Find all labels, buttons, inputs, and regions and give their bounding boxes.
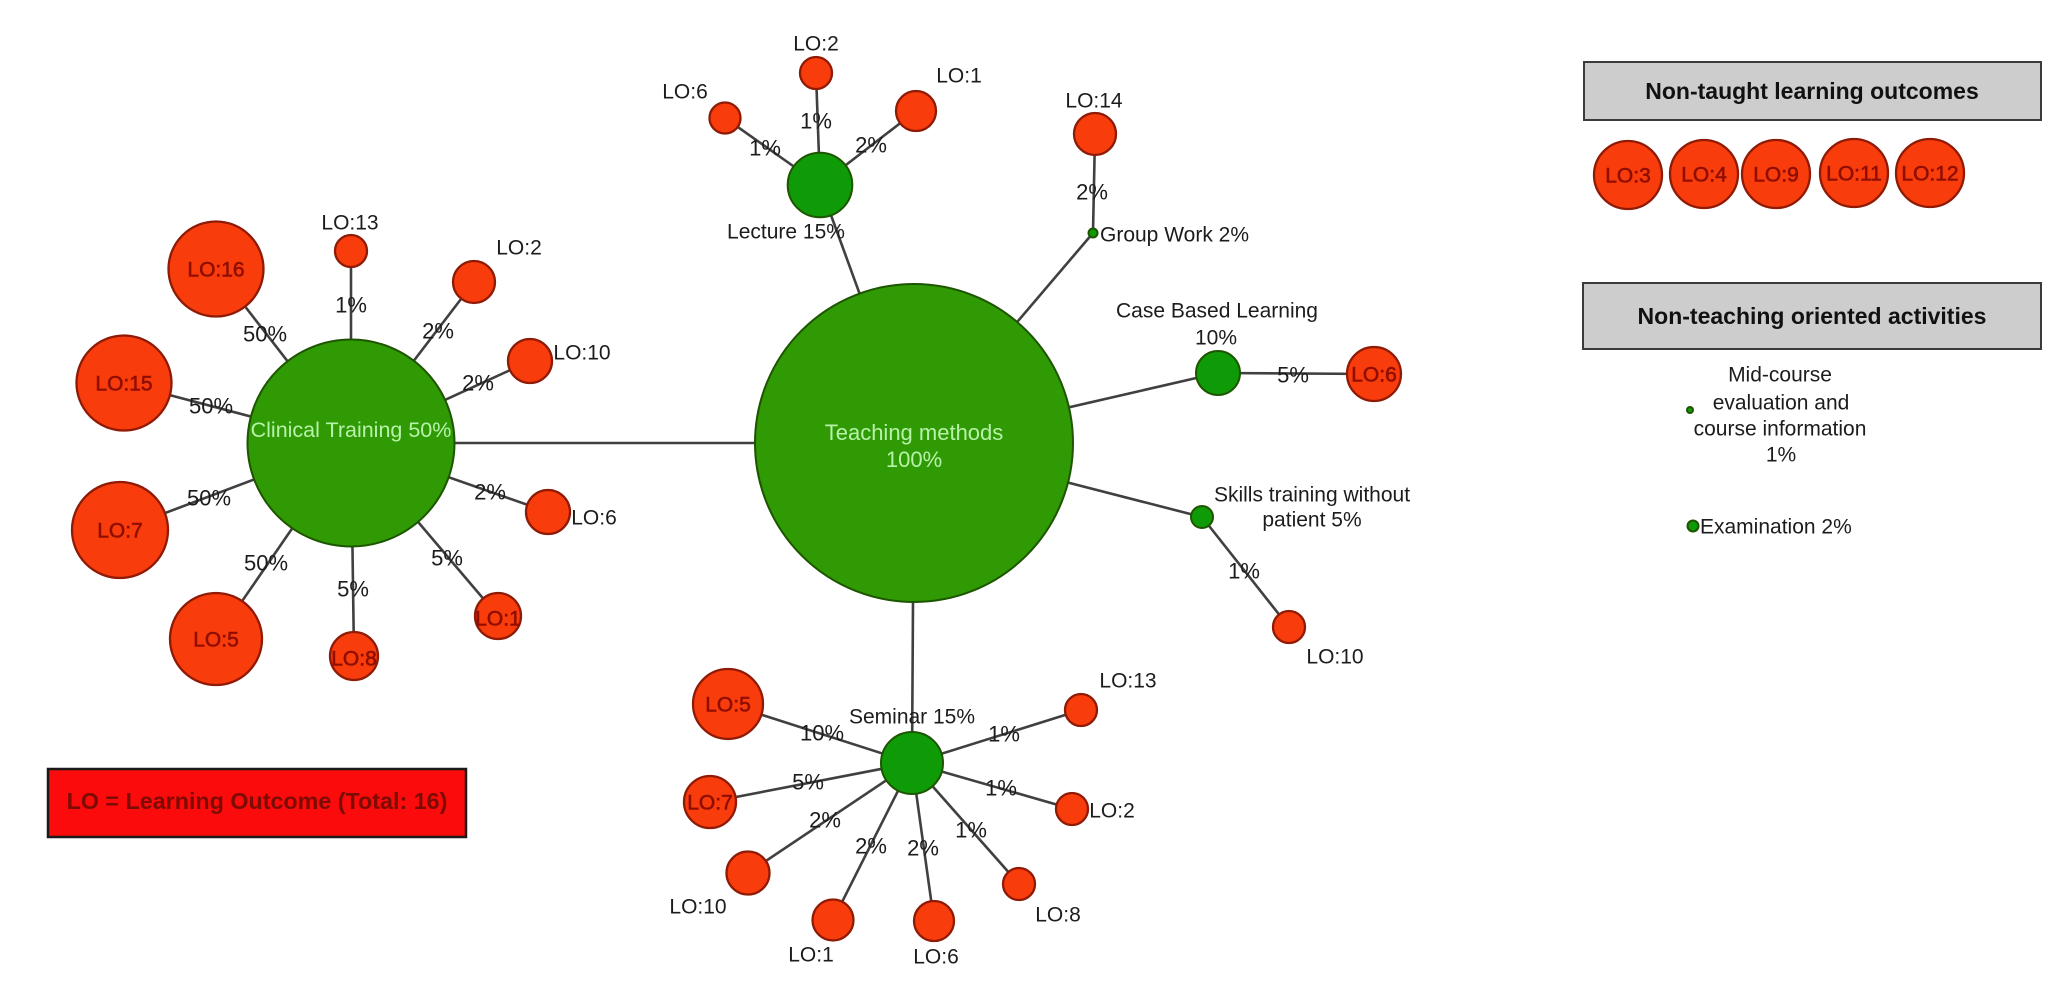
svg-text:10%: 10%	[800, 721, 844, 746]
svg-text:2%: 2%	[422, 319, 454, 344]
svg-text:LO:5: LO:5	[193, 629, 239, 652]
svg-text:50%: 50%	[189, 394, 233, 419]
svg-text:LO:13: LO:13	[321, 212, 378, 235]
svg-text:50%: 50%	[187, 486, 231, 511]
svg-text:Clinical Training 50%: Clinical Training 50%	[251, 418, 452, 442]
svg-text:LO:4: LO:4	[1681, 164, 1727, 187]
svg-text:LO:6: LO:6	[571, 507, 617, 530]
svg-text:LO:16: LO:16	[187, 259, 244, 282]
svg-text:LO:8: LO:8	[1035, 904, 1081, 927]
svg-text:LO:2: LO:2	[496, 237, 542, 260]
svg-text:1%: 1%	[955, 818, 987, 843]
svg-text:LO:11: LO:11	[1826, 163, 1882, 186]
svg-text:LO:13: LO:13	[1099, 670, 1156, 693]
svg-text:Mid-course: Mid-course	[1728, 364, 1832, 387]
svg-text:1%: 1%	[1766, 444, 1796, 467]
svg-text:2%: 2%	[474, 480, 506, 505]
svg-text:LO:1: LO:1	[936, 65, 982, 88]
svg-text:LO:3: LO:3	[1605, 165, 1651, 188]
svg-text:LO:10: LO:10	[1306, 646, 1363, 669]
svg-text:LO:10: LO:10	[553, 342, 610, 365]
svg-text:course information: course information	[1694, 418, 1867, 441]
svg-text:LO:1: LO:1	[475, 608, 521, 631]
svg-text:5%: 5%	[792, 770, 824, 795]
svg-text:LO:10: LO:10	[669, 896, 726, 919]
svg-text:LO:12: LO:12	[1901, 163, 1958, 186]
svg-text:LO:6: LO:6	[1351, 364, 1397, 387]
svg-text:LO:5: LO:5	[705, 694, 751, 717]
svg-text:50%: 50%	[243, 322, 287, 347]
svg-text:Lecture 15%: Lecture 15%	[727, 221, 845, 244]
svg-text:1%: 1%	[800, 109, 832, 134]
svg-text:LO:9: LO:9	[1753, 164, 1799, 187]
svg-text:evaluation and: evaluation and	[1713, 392, 1850, 415]
svg-text:Case Based Learning: Case Based Learning	[1116, 300, 1318, 323]
svg-text:LO:2: LO:2	[1089, 800, 1135, 823]
svg-text:LO:6: LO:6	[913, 946, 959, 969]
svg-text:100%: 100%	[886, 447, 942, 472]
svg-text:Non-taught learning outcomes: Non-taught learning outcomes	[1645, 78, 1979, 104]
svg-text:2%: 2%	[462, 371, 494, 396]
svg-text:LO:15: LO:15	[95, 373, 152, 396]
svg-text:LO = Learning Outcome (Total:: LO = Learning Outcome (Total: 16)	[67, 788, 448, 814]
svg-text:Non-teaching oriented activiti: Non-teaching oriented activities	[1638, 303, 1987, 329]
svg-text:5%: 5%	[431, 546, 463, 571]
svg-text:1%: 1%	[985, 776, 1017, 801]
svg-text:1%: 1%	[988, 722, 1020, 747]
svg-text:patient 5%: patient 5%	[1262, 509, 1361, 532]
svg-text:1%: 1%	[335, 293, 367, 318]
svg-text:Seminar 15%: Seminar 15%	[849, 706, 975, 729]
svg-text:1%: 1%	[1228, 559, 1260, 584]
svg-text:LO:1: LO:1	[788, 944, 834, 967]
svg-text:5%: 5%	[337, 577, 369, 602]
svg-text:2%: 2%	[809, 808, 841, 833]
svg-text:LO:7: LO:7	[687, 792, 733, 815]
svg-text:LO:8: LO:8	[331, 648, 377, 671]
svg-text:LO:6: LO:6	[662, 81, 708, 104]
svg-text:Examination 2%: Examination 2%	[1700, 516, 1852, 539]
svg-text:10%: 10%	[1195, 327, 1237, 350]
svg-text:LO:14: LO:14	[1065, 90, 1123, 113]
svg-text:50%: 50%	[244, 551, 288, 576]
svg-text:Skills training without: Skills training without	[1214, 484, 1410, 507]
svg-text:Group Work 2%: Group Work 2%	[1100, 224, 1249, 247]
svg-text:2%: 2%	[907, 836, 939, 861]
svg-text:5%: 5%	[1277, 363, 1309, 388]
svg-text:2%: 2%	[1076, 180, 1108, 205]
svg-text:LO:2: LO:2	[793, 33, 839, 56]
svg-text:LO:7: LO:7	[97, 520, 143, 543]
svg-text:2%: 2%	[855, 834, 887, 859]
svg-text:2%: 2%	[855, 133, 887, 158]
svg-text:Teaching methods: Teaching methods	[825, 420, 1004, 445]
svg-text:1%: 1%	[749, 136, 781, 161]
